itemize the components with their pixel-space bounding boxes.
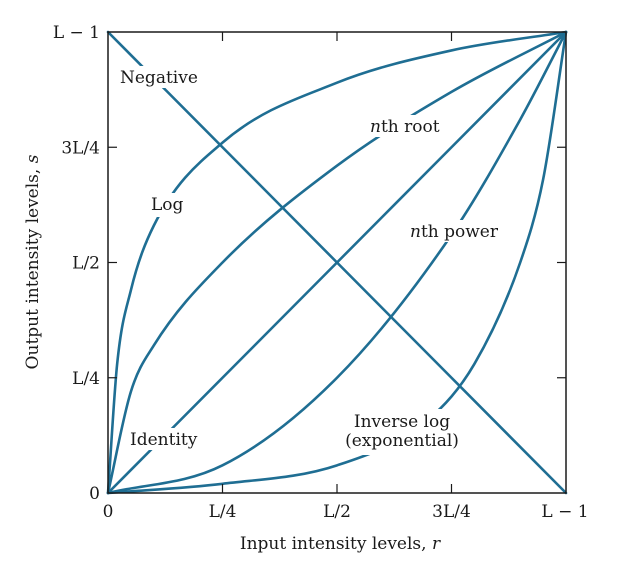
x-axis-label: Input intensity levels, r xyxy=(240,534,441,554)
label-nth-root: nth root xyxy=(368,115,448,137)
label-nth-power: nth power xyxy=(408,220,508,242)
y-axis-label: Output intensity levels, s xyxy=(23,154,43,369)
label-nth-power-text: nth power xyxy=(410,222,499,242)
label-log-text: Log xyxy=(151,195,184,215)
curves-group xyxy=(106,30,568,495)
curve-identity xyxy=(106,30,568,495)
label-identity-text: Identity xyxy=(130,430,198,450)
label-nth-root-text: nth root xyxy=(370,117,440,137)
x-axis-label-main: Input intensity levels, xyxy=(240,534,432,554)
y-tick-label: L/4 xyxy=(72,369,100,389)
label-negative: Negative xyxy=(117,66,201,88)
x-tick-label: L/4 xyxy=(209,502,237,522)
y-tick-label: L/2 xyxy=(72,254,100,274)
label-nth-root-rest: th root xyxy=(381,117,440,137)
label-inverse-log: Inverse log (exponential) xyxy=(340,409,464,455)
label-nth-power-n: n xyxy=(410,222,421,242)
x-tick-label: 3L/4 xyxy=(432,502,471,522)
label-nth-root-n: n xyxy=(370,117,381,137)
label-inverse-log-line2: (exponential) xyxy=(345,431,459,451)
y-tick-label: L − 1 xyxy=(53,23,100,43)
y-tick-label: 3L/4 xyxy=(61,138,100,158)
label-nth-power-rest: th power xyxy=(421,222,499,242)
x-tick-label: 0 xyxy=(103,502,114,522)
ticks-group: 0 L/4 L/2 3L/4 L − 1 0 L/4 L/2 3L/4 L − 1 xyxy=(53,23,589,522)
y-tick-label: 0 xyxy=(89,484,100,504)
label-identity: Identity xyxy=(128,428,204,450)
x-axis-label-var: r xyxy=(432,534,441,554)
curve-nroot xyxy=(106,30,568,495)
curve-npower xyxy=(106,30,568,495)
curve-invlog xyxy=(106,30,568,495)
label-inverse-log-line1: Inverse log xyxy=(354,412,450,432)
x-tick-label: L − 1 xyxy=(541,502,588,522)
y-axis-label-var: s xyxy=(23,154,43,163)
curve-log xyxy=(106,30,568,495)
y-axis-label-main: Output intensity levels, xyxy=(23,163,43,369)
label-log: Log xyxy=(148,193,186,217)
x-tick-label: L/2 xyxy=(323,502,351,522)
label-negative-text: Negative xyxy=(120,68,198,88)
